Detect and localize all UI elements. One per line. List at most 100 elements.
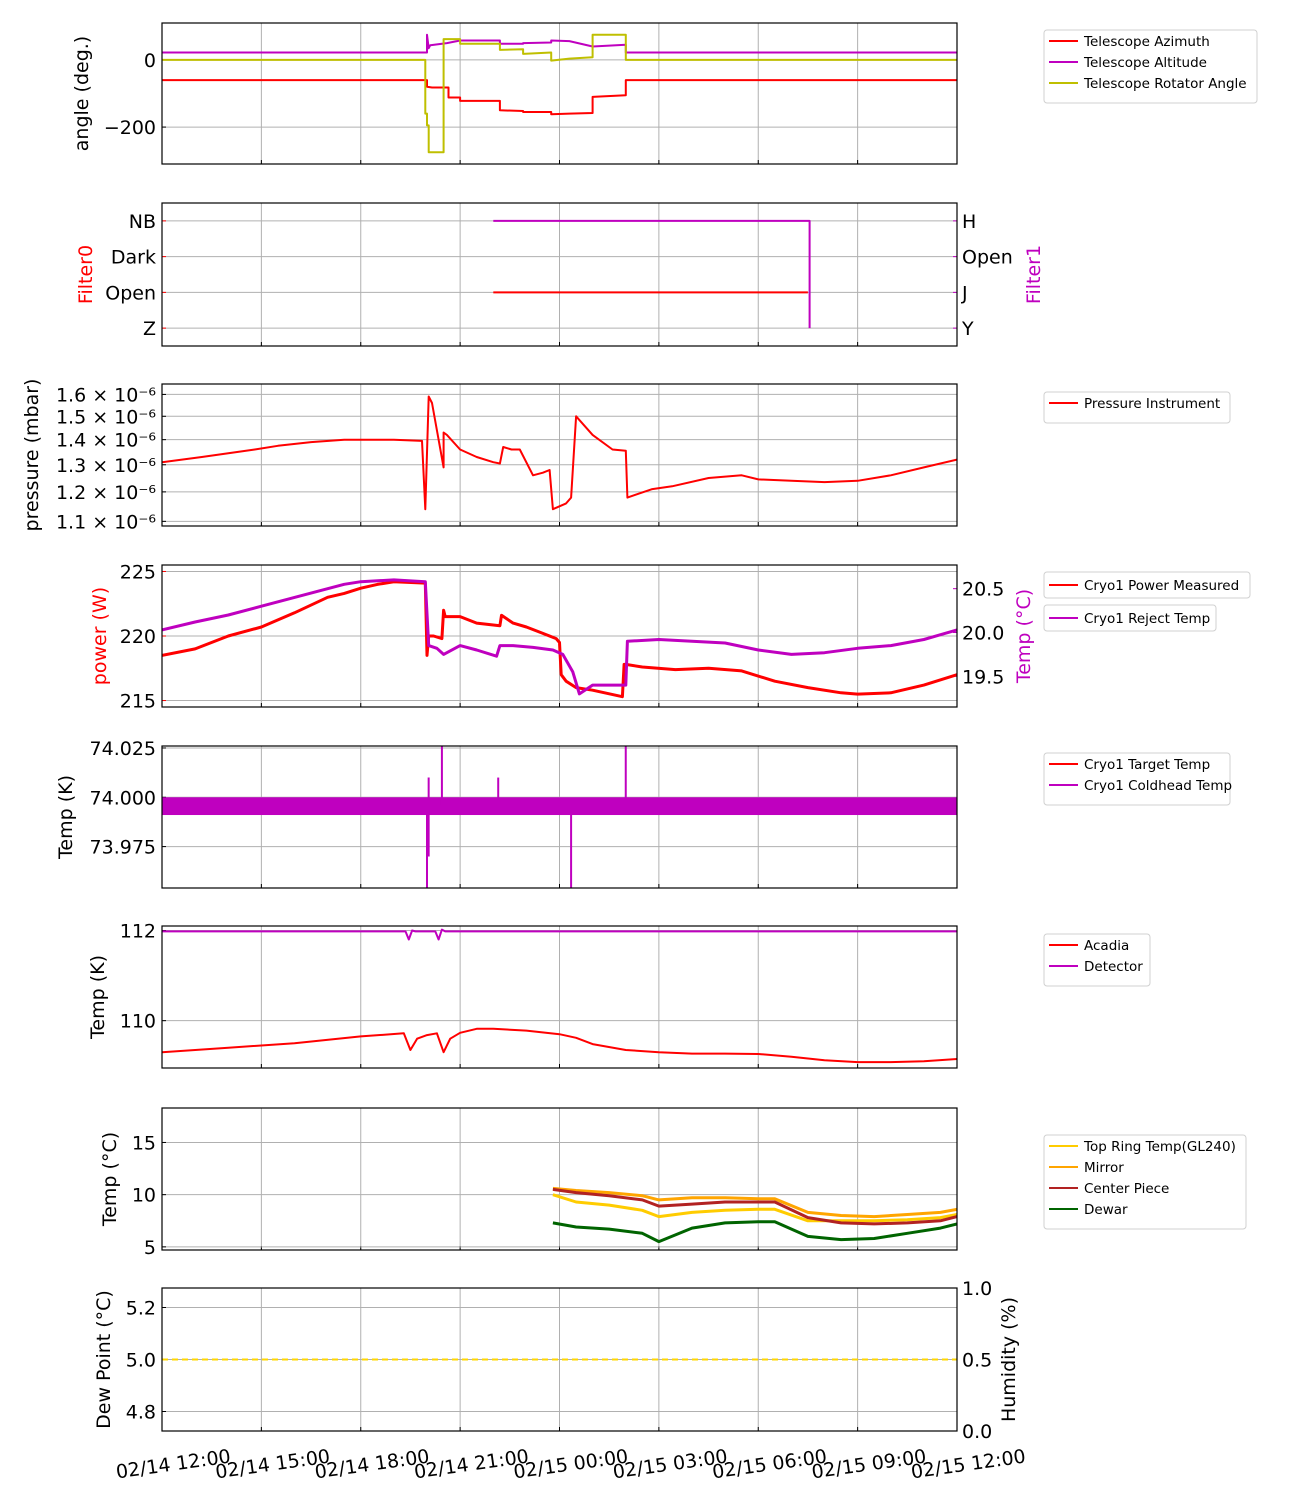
y-right-tick-label: Y bbox=[961, 318, 974, 340]
panel-telescope_temps: 5 10 15 Temp (°C) Top Ring Temp(GL240) Mirror… bbox=[99, 1107, 1247, 1259]
legend-box bbox=[1043, 933, 1151, 987]
y-axis-label: Temp (°C) bbox=[99, 1132, 121, 1227]
plot-area bbox=[162, 928, 957, 1064]
series-line-mirror bbox=[552, 1186, 957, 1219]
y-axis-label: angle (deg.) bbox=[71, 36, 93, 151]
y-tick-label: 110 bbox=[120, 1011, 156, 1033]
series-line-pressure-instrument bbox=[162, 395, 957, 511]
series-line-detector bbox=[162, 928, 957, 941]
y-axis-label: Temp (K) bbox=[55, 775, 77, 860]
series-line-dewar bbox=[552, 1220, 957, 1244]
axes-frame bbox=[161, 202, 958, 347]
legend-label: Cryo1 Power Measured bbox=[1084, 578, 1239, 594]
y-tick-label: 15 bbox=[132, 1132, 156, 1154]
legend-label: Dewar bbox=[1084, 1202, 1128, 1218]
y-tick-label: 225 bbox=[120, 561, 156, 583]
axes-frame bbox=[161, 1287, 958, 1432]
legend-box bbox=[1043, 29, 1258, 104]
legend: Telescope Azimuth Telescope Altitude Teles… bbox=[1043, 29, 1258, 104]
axes-frame bbox=[161, 1107, 958, 1251]
series-line-filter1 bbox=[493, 219, 811, 329]
legend-label: Cryo1 Reject Temp bbox=[1084, 611, 1210, 627]
x-tick-label: 02/15 12:00 bbox=[910, 1446, 1027, 1484]
y-tick-label: 10 bbox=[132, 1185, 156, 1207]
legend-label: Detector bbox=[1084, 959, 1143, 975]
legend: Cryo1 Target Temp Cryo1 Coldhead Temp bbox=[1043, 752, 1232, 806]
y-tick-label: 1.2 × 10⁻⁶ bbox=[56, 482, 156, 504]
legend-label: Telescope Altitude bbox=[1083, 55, 1207, 71]
series-line-telescope-azimuth bbox=[162, 79, 957, 116]
series-line-cryo1-power-measured bbox=[162, 580, 957, 699]
legend-box bbox=[1043, 391, 1231, 424]
legend-label: Center Piece bbox=[1084, 1181, 1169, 1197]
legend-label: Cryo1 Target Temp bbox=[1084, 757, 1210, 773]
y-tick-label: 1.1 × 10⁻⁶ bbox=[56, 511, 156, 533]
y-right-tick-label: 20.5 bbox=[962, 579, 1004, 601]
y-tick-label: 1.4 × 10⁻⁶ bbox=[56, 430, 156, 452]
plot-area bbox=[162, 33, 957, 154]
y-tick-label: 4.8 bbox=[126, 1402, 156, 1424]
axes-frame bbox=[161, 745, 958, 889]
legend-label: Telescope Azimuth bbox=[1083, 34, 1210, 50]
y-axis-label-right: Temp (°C) bbox=[1013, 589, 1035, 684]
y-axis-label: Filter0 bbox=[75, 245, 97, 304]
legend-label: Acadia bbox=[1084, 938, 1129, 954]
y-right-tick-label: Open bbox=[962, 247, 1013, 269]
y-tick-label: 0 bbox=[144, 50, 156, 72]
y-tick-label: 5.2 bbox=[126, 1298, 156, 1320]
legend: Pressure Instrument bbox=[1043, 391, 1231, 424]
axes-frame bbox=[161, 925, 958, 1069]
y-right-tick-label: 20.0 bbox=[962, 622, 1004, 644]
axes-frame bbox=[161, 564, 958, 708]
y-axis-label-right: Filter1 bbox=[1023, 245, 1045, 304]
legend-label: Cryo1 Coldhead Temp bbox=[1084, 778, 1232, 794]
axes-frame bbox=[161, 383, 958, 527]
y-tick-label: 74.000 bbox=[90, 787, 156, 809]
plot-area bbox=[493, 219, 811, 329]
panel-pressure: 1.1 × 10⁻⁶ 1.2 × 10⁻⁶ 1.3 × 10⁻⁶ 1.4 × 10⁻⁶… bbox=[21, 379, 1231, 533]
y-right-tick-label: 0.5 bbox=[962, 1350, 992, 1372]
legend-box bbox=[1043, 571, 1251, 599]
y-right-tick-label: H bbox=[962, 211, 976, 233]
axes-frame bbox=[161, 22, 958, 165]
series-line-telescope-altitude bbox=[162, 33, 957, 54]
panel-cryo_temps: 73.975 74.000 74.025 Temp (K) Cryo1 Target T… bbox=[55, 738, 1232, 889]
series-line-acadia bbox=[162, 1027, 957, 1064]
y-axis-label: power (W) bbox=[89, 587, 111, 685]
plot-area bbox=[162, 746, 957, 888]
y-tick-label: 1.3 × 10⁻⁶ bbox=[56, 455, 156, 477]
y-right-tick-label: 0.0 bbox=[962, 1421, 992, 1443]
legend: Top Ring Temp(GL240) Mirror Center Piece De… bbox=[1043, 1134, 1247, 1230]
y-right-tick-label: 19.5 bbox=[962, 666, 1004, 688]
y-tick-label: 5 bbox=[144, 1237, 156, 1259]
legend-box bbox=[1043, 604, 1217, 632]
plot-area bbox=[162, 578, 957, 699]
y-right-tick-label: 1.0 bbox=[962, 1278, 992, 1300]
y-tick-label: 5.0 bbox=[126, 1350, 156, 1372]
y-tick-label: Z bbox=[143, 318, 156, 340]
panel-dewpoint: 4.8 5.0 5.2 0.0 0.5 1.0 Dew Point (°C) Humidity… bbox=[93, 1278, 1027, 1483]
y-axis-label: Temp (K) bbox=[87, 955, 109, 1040]
plot-area bbox=[162, 395, 957, 511]
y-tick-label: 112 bbox=[120, 921, 156, 943]
y-tick-label: −200 bbox=[104, 117, 156, 139]
legend: Acadia Detector bbox=[1043, 933, 1151, 987]
y-axis-label: pressure (mbar) bbox=[21, 379, 43, 532]
legend-label: Mirror bbox=[1084, 1160, 1124, 1176]
legend-label: Telescope Rotator Angle bbox=[1083, 76, 1247, 92]
series-line-top-ring-temp-gl240- bbox=[552, 1193, 957, 1223]
legend-label: Top Ring Temp(GL240) bbox=[1083, 1139, 1236, 1155]
panel-cryo_power: 215 220 225 19.5 20.0 20.5 power (W) Temp (°C) C… bbox=[89, 561, 1251, 713]
y-tick-label: NB bbox=[129, 211, 156, 233]
legend: Cryo1 Power Measured Cryo1 Reject Temp bbox=[1043, 571, 1251, 632]
series-line-cryo1-reject-temp bbox=[162, 578, 957, 696]
legend-box bbox=[1043, 752, 1231, 806]
y-right-tick-label: J bbox=[961, 282, 968, 304]
y-tick-label: 1.5 × 10⁻⁶ bbox=[56, 406, 156, 428]
y-tick-label: 74.025 bbox=[90, 738, 156, 760]
y-tick-label: 215 bbox=[120, 691, 156, 713]
series-line-center-piece bbox=[552, 1187, 957, 1226]
plot-area bbox=[552, 1186, 957, 1244]
y-tick-label: 220 bbox=[120, 626, 156, 648]
